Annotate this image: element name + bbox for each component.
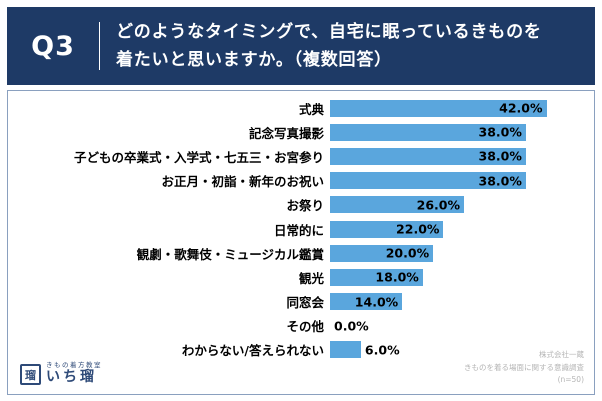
logo-stamp-icon: 瑠 [20, 364, 41, 385]
value-label: 20.0% [385, 245, 430, 261]
category-label: 観光 [298, 270, 324, 286]
category-label: お正月・初詣・新年のお祝い [161, 174, 324, 190]
category-label: 同窓会 [286, 295, 324, 311]
value-label: 14.0% [354, 294, 399, 310]
question-number: Q3 [31, 30, 75, 62]
bar-area: 0.0% [330, 317, 562, 334]
chart-row: 子どもの卒業式・入学式・七五三・お宮参り 38.0% [8, 144, 562, 168]
bar-area: 20.0% [330, 244, 562, 262]
value-label: 42.0% [499, 100, 543, 116]
bar [330, 123, 526, 141]
category-label: その他 [286, 319, 324, 335]
category-label: わからない/答えられない [181, 343, 324, 359]
bar [330, 196, 465, 214]
category-label: お祭り [286, 198, 324, 214]
category-label: 式典 [298, 101, 324, 117]
chart-panel: 式典 42.0% 記念写真撮影 38.0% 子どもの卒業式・入学式・七五三・お宮参り 38… [7, 90, 595, 395]
question-title-line1: どのようなタイミングで、自宅に眠っているきものを [116, 21, 542, 42]
bar-area: 38.0% [330, 147, 562, 165]
logo-text: きもの着方教室 いち瑠 [46, 359, 102, 385]
value-label: 38.0% [478, 148, 522, 164]
credit-survey-name: きものを着る場面に関する意識調査 [464, 362, 584, 372]
logo-name: いち瑠 [46, 369, 97, 386]
category-label: 子どもの卒業式・入学式・七五三・お宮参り [73, 149, 324, 165]
category-label: 日常的に [273, 222, 324, 238]
category-label: 観劇・歌舞伎・ミュージカル鑑賞 [136, 246, 324, 262]
chart-row: お祭り 26.0% [8, 193, 562, 217]
chart-rows: 式典 42.0% 記念写真撮影 38.0% 子どもの卒業式・入学式・七五三・お宮参り 38… [8, 96, 562, 362]
value-label: 0.0% [334, 318, 369, 334]
question-header: Q3 どのようなタイミングで、自宅に眠っているきものを 着たいと思いますか。（複… [7, 7, 595, 85]
bar-area: 38.0% [330, 123, 562, 141]
bar [330, 99, 547, 117]
chart-row: わからない/答えられない 6.0% [8, 338, 562, 362]
value-label: 26.0% [416, 197, 461, 213]
chart-row: 観劇・歌舞伎・ミュージカル鑑賞 20.0% [8, 241, 562, 265]
bar-area: 26.0% [330, 196, 562, 214]
bar-area: 6.0% [330, 341, 562, 359]
bar [330, 220, 444, 238]
category-label: 記念写真撮影 [248, 125, 324, 141]
bar [330, 244, 434, 262]
value-label: 38.0% [478, 173, 522, 189]
bar-area: 18.0% [330, 268, 562, 286]
bar [330, 293, 403, 311]
bar [330, 172, 526, 190]
value-label: 38.0% [478, 124, 522, 140]
header-divider [99, 22, 100, 70]
question-title-line2: 着たいと思いますか。（複数回答） [116, 50, 392, 70]
bar [330, 341, 361, 359]
question-title: どのようなタイミングで、自宅に眠っているきものを 着たいと思いますか。（複数回答… [100, 18, 542, 74]
chart-row: 記念写真撮影 38.0% [8, 120, 562, 144]
chart-row: 同窓会 14.0% [8, 290, 562, 314]
bar [330, 268, 423, 286]
chart-row: その他 0.0% [8, 314, 562, 338]
chart-row: 式典 42.0% [8, 96, 562, 120]
survey-credit: 株式会社一蔵 きものを着る場面に関する意識調査 (n=50) [464, 349, 584, 387]
bar [330, 147, 526, 165]
value-label: 18.0% [375, 269, 419, 285]
chart-row: 日常的に 22.0% [8, 217, 562, 241]
bar-area: 14.0% [330, 293, 562, 311]
ichiru-logo: 瑠 きもの着方教室 いち瑠 [20, 359, 102, 385]
chart-row: お正月・初詣・新年のお祝い 38.0% [8, 169, 562, 193]
chart-row: 観光 18.0% [8, 265, 562, 289]
value-label: 6.0% [364, 342, 400, 358]
credit-company: 株式会社一蔵 [539, 349, 584, 359]
credit-sample-size: (n=50) [557, 375, 584, 385]
bar-area: 22.0% [330, 220, 562, 238]
bar-area: 42.0% [330, 99, 562, 117]
bar-area: 38.0% [330, 172, 562, 190]
logo-subtitle: きもの着方教室 [46, 361, 102, 370]
value-label: 22.0% [396, 221, 440, 237]
